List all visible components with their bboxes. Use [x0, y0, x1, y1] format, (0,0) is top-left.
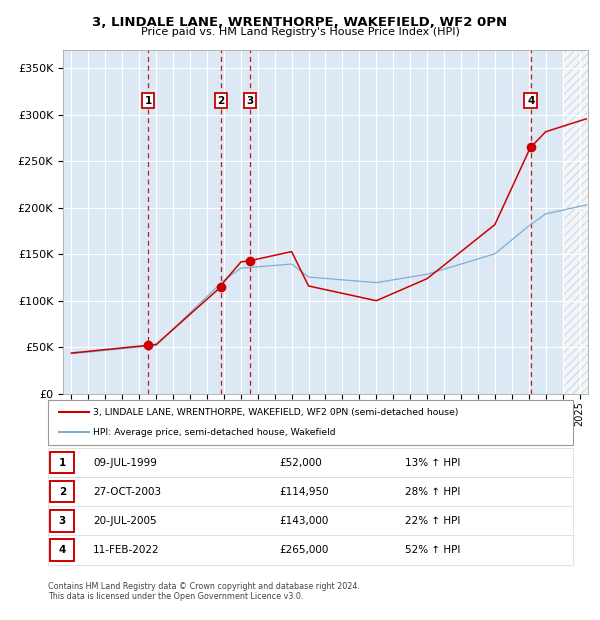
Text: 3, LINDALE LANE, WRENTHORPE, WAKEFIELD, WF2 0PN (semi-detached house): 3, LINDALE LANE, WRENTHORPE, WAKEFIELD, …	[93, 408, 458, 417]
Text: 4: 4	[527, 95, 535, 106]
Text: 27-OCT-2003: 27-OCT-2003	[93, 487, 161, 497]
Text: 52% ↑ HPI: 52% ↑ HPI	[405, 545, 460, 555]
Text: 4: 4	[59, 545, 66, 555]
Text: 13% ↑ HPI: 13% ↑ HPI	[405, 458, 460, 467]
Text: 22% ↑ HPI: 22% ↑ HPI	[405, 516, 460, 526]
Text: 1: 1	[145, 95, 152, 106]
Text: This data is licensed under the Open Government Licence v3.0.: This data is licensed under the Open Gov…	[48, 592, 304, 601]
Text: HPI: Average price, semi-detached house, Wakefield: HPI: Average price, semi-detached house,…	[93, 428, 335, 436]
Text: £114,950: £114,950	[279, 487, 329, 497]
Text: Contains HM Land Registry data © Crown copyright and database right 2024.: Contains HM Land Registry data © Crown c…	[48, 582, 360, 591]
Text: £143,000: £143,000	[279, 516, 328, 526]
Text: 3: 3	[59, 516, 66, 526]
Text: 09-JUL-1999: 09-JUL-1999	[93, 458, 157, 467]
Text: Price paid vs. HM Land Registry's House Price Index (HPI): Price paid vs. HM Land Registry's House …	[140, 27, 460, 37]
Text: 2: 2	[59, 487, 66, 497]
Text: £52,000: £52,000	[279, 458, 322, 467]
Text: 11-FEB-2022: 11-FEB-2022	[93, 545, 160, 555]
Text: £265,000: £265,000	[279, 545, 328, 555]
Text: 1: 1	[59, 458, 66, 467]
Text: 20-JUL-2005: 20-JUL-2005	[93, 516, 157, 526]
Text: 2: 2	[217, 95, 224, 106]
Text: 3, LINDALE LANE, WRENTHORPE, WAKEFIELD, WF2 0PN: 3, LINDALE LANE, WRENTHORPE, WAKEFIELD, …	[92, 16, 508, 29]
Text: 28% ↑ HPI: 28% ↑ HPI	[405, 487, 460, 497]
Text: 3: 3	[247, 95, 254, 106]
